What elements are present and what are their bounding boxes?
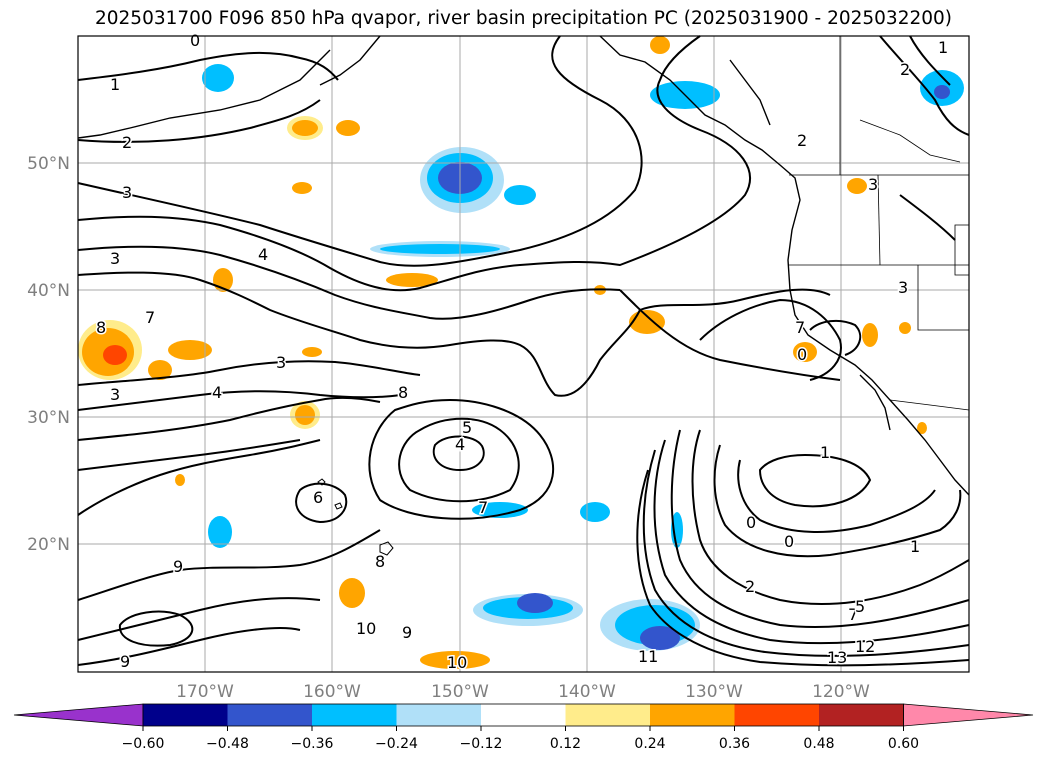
colorbar-tick-label: 0.36	[719, 736, 750, 752]
lon-label: 120°W	[812, 682, 870, 702]
contour-label: 0	[746, 513, 756, 532]
colorbar-tick-label: −0.60	[122, 736, 165, 752]
contour-label: 3	[276, 353, 286, 372]
colorbar-segment	[227, 704, 312, 726]
colorbar-segment	[565, 704, 650, 726]
negative-patch-south	[473, 593, 700, 651]
contour-label: 2	[745, 577, 755, 596]
contour-label: 7	[478, 498, 488, 517]
contour-label: 0	[797, 345, 807, 364]
lon-label: 170°W	[176, 682, 234, 702]
colorbar-segment	[312, 704, 397, 726]
contour-label: 5	[462, 418, 472, 437]
contour-label: 12	[855, 637, 875, 656]
state-borders	[789, 36, 970, 411]
contour-label: 2	[900, 60, 910, 79]
colorbar-extend-high	[903, 703, 1034, 727]
map-frame	[77, 35, 970, 673]
contour-label: 1	[938, 38, 948, 57]
colorbar-tick-label: 0.60	[888, 736, 919, 752]
contour-label: 3	[122, 183, 132, 202]
contour-label: 3	[898, 278, 908, 297]
colorbar-segment	[481, 704, 566, 726]
colorbar-tick-label: 0.48	[803, 736, 834, 752]
lon-label: 150°W	[431, 682, 489, 702]
contour-label: 4	[258, 245, 268, 264]
graticule	[78, 36, 969, 672]
contour-label: 0	[784, 532, 794, 551]
contour-label: 2	[122, 133, 132, 152]
negative-patch-gulf	[420, 147, 504, 213]
colorbar-extend-low	[13, 703, 144, 727]
colorbar-segment	[143, 704, 228, 726]
contour-label: 3	[110, 249, 120, 268]
lat-label: 20°N	[27, 535, 70, 555]
contour-label: 4	[455, 435, 465, 454]
lat-label: 40°N	[27, 281, 70, 301]
lon-label: 130°W	[685, 682, 743, 702]
longitude-labels: 170°W 160°W 150°W 140°W 130°W 120°W	[176, 682, 870, 702]
colorbar-outline	[142, 703, 904, 727]
lat-label: 30°N	[27, 408, 70, 428]
colorbar-tick-label: −0.24	[375, 736, 418, 752]
colorbar-segment	[819, 704, 904, 726]
lon-label: 160°W	[303, 682, 361, 702]
contour-label: 10	[356, 619, 376, 638]
positive-patches	[78, 36, 927, 669]
contour-label: 7	[848, 605, 858, 624]
contour-label: 8	[96, 318, 106, 337]
colorbar-tick-label: 0.12	[550, 736, 581, 752]
contour-label: 3	[868, 175, 878, 194]
colorbar-segment	[396, 704, 481, 726]
colorbar-tick-label: 0.24	[634, 736, 665, 752]
contour-label: 11	[638, 647, 658, 666]
contour-label: 10	[447, 653, 467, 672]
contour-label: 9	[120, 652, 130, 671]
contour-label: 13	[827, 648, 847, 667]
contour-label: 1	[910, 537, 920, 556]
contour-labels: 0 1 1 2 2 2 3 3 3 3 3 4 4 4 5 7 7 8 8 9 …	[95, 30, 950, 674]
contour-label: 5	[855, 597, 865, 616]
contour-label: 3	[110, 385, 120, 404]
contour-label: 2	[797, 131, 807, 150]
coastlines	[77, 35, 970, 496]
contour-label: 7	[145, 308, 155, 327]
colorbar-tick-label: −0.12	[460, 736, 503, 752]
contour-label: 1	[820, 443, 830, 462]
contour-label: 9	[173, 557, 183, 576]
lat-label: 50°N	[27, 154, 70, 174]
colorbar: −0.60 −0.48 −0.36 −0.24 −0.12 0.12 0.24 0.36 0.4…	[13, 703, 1034, 752]
colorbar-tick-label: −0.48	[206, 736, 249, 752]
contour-label: 0	[190, 31, 200, 50]
colorbar-tick-label: −0.36	[291, 736, 334, 752]
map-title: 2025031700 F096 850 hPa qvapor, river ba…	[94, 8, 953, 29]
latitude-labels: 50°N 40°N 30°N 20°N	[27, 154, 70, 555]
contour-label: 8	[375, 552, 385, 571]
colorbar-segment	[650, 704, 735, 726]
qvapor-contours	[77, 35, 970, 667]
map-area	[78, 36, 969, 672]
colorbar-segment	[734, 704, 819, 726]
contour-label: 4	[212, 383, 222, 402]
contour-label: 6	[313, 488, 323, 507]
contour-label: 7	[795, 318, 805, 337]
contour-label: 8	[398, 383, 408, 402]
lon-label: 140°W	[558, 682, 616, 702]
contour-label: 1	[110, 75, 120, 94]
contour-label: 9	[402, 623, 412, 642]
